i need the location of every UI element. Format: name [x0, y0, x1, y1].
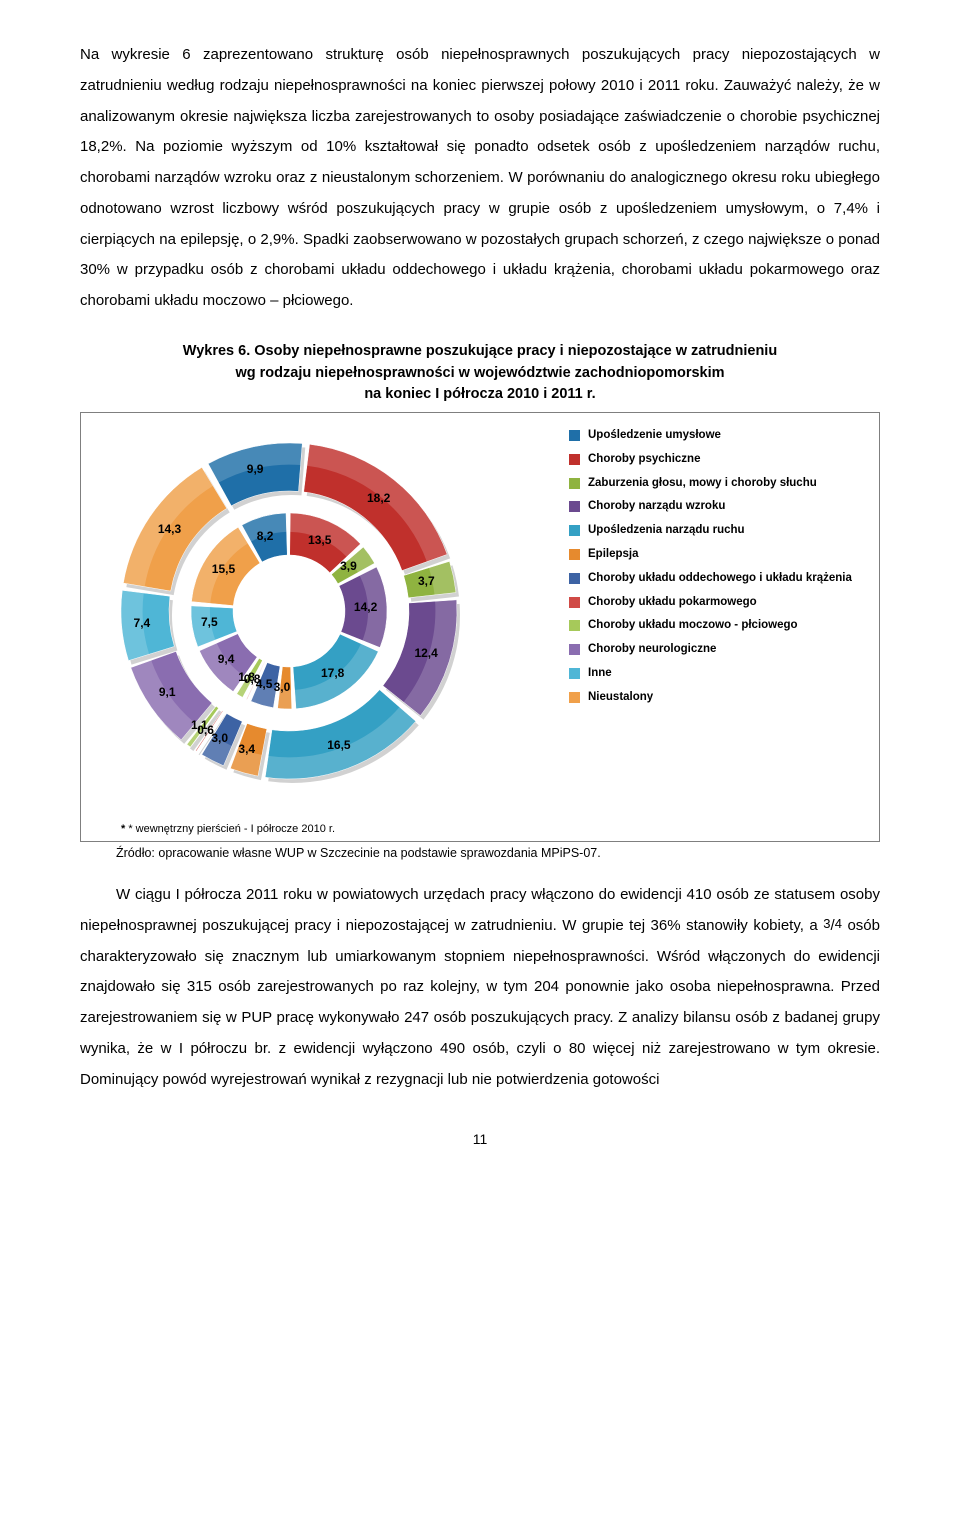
legend-label: Epilepsja: [588, 548, 639, 562]
chart-title-line2: wg rodzaju niepełnosprawności w wojewódz…: [235, 365, 724, 381]
legend-label: Nieustalony: [588, 691, 653, 705]
legend-swatch: [569, 692, 580, 703]
legend-swatch: [569, 501, 580, 512]
legend-item: Upośledzenie umysłowe: [569, 429, 859, 443]
chart-value-label: 1,1: [191, 718, 208, 732]
chart-value-label: 8,2: [257, 529, 274, 543]
legend-label: Zaburzenia głosu, mowy i choroby słuchu: [588, 477, 817, 491]
legend-item: Choroby układu oddechowego i układu krąż…: [569, 572, 859, 586]
legend-swatch: [569, 597, 580, 608]
chart-value-label: 14,2: [354, 600, 377, 614]
paragraph-2a: W ciągu I półrocza 2011 roku w powiatowy…: [80, 886, 880, 934]
legend-label: Choroby psychiczne: [588, 453, 700, 467]
chart-container: 8,213,53,914,217,83,04,50,81,89,47,515,5…: [80, 412, 880, 842]
chart-value-label: 3,9: [340, 559, 357, 573]
legend-label: Choroby narządu wzroku: [588, 500, 725, 514]
legend-label: Choroby układu oddechowego i układu krąż…: [588, 572, 852, 586]
legend-label: Upośledzenie umysłowe: [588, 429, 721, 443]
chart-value-label: 9,1: [159, 685, 176, 699]
chart-value-label: 15,5: [212, 562, 235, 576]
chart-value-label: 7,5: [201, 615, 218, 629]
legend-item: Choroby neurologiczne: [569, 643, 859, 657]
paragraph-1: Na wykresie 6 zaprezentowano strukturę o…: [80, 40, 880, 317]
legend-label: Upośledzenia narządu ruchu: [588, 524, 745, 538]
legend-item: Choroby psychiczne: [569, 453, 859, 467]
chart-value-label: 3,7: [418, 574, 435, 588]
paragraph-2b: osób charakteryzowało się znacznym lub u…: [80, 917, 880, 1088]
chart-value-label: 3,0: [274, 680, 291, 694]
chart-title-line3: na koniec I półrocza 2010 i 2011 r.: [364, 386, 595, 402]
chart-legend: Upośledzenie umysłowe Choroby psychiczne Z…: [569, 429, 859, 715]
paragraph-2: W ciągu I półrocza 2011 roku w powiatowy…: [80, 880, 880, 1095]
fraction-num: 3: [823, 916, 830, 931]
legend-swatch: [569, 573, 580, 584]
legend-item: Choroby narządu wzroku: [569, 500, 859, 514]
donut-chart: 8,213,53,914,217,83,04,50,81,89,47,515,5…: [109, 431, 469, 791]
legend-label: Inne: [588, 667, 612, 681]
legend-item: Zaburzenia głosu, mowy i choroby słuchu: [569, 477, 859, 491]
legend-item: Nieustalony: [569, 691, 859, 705]
legend-swatch: [569, 668, 580, 679]
legend-label: Choroby neurologiczne: [588, 643, 716, 657]
chart-footnote: * * wewnętrzny pierścień - I półrocze 20…: [121, 823, 335, 835]
chart-value-label: 9,9: [247, 462, 264, 476]
chart-title: Wykres 6. Osoby niepełnosprawne poszukuj…: [80, 341, 880, 406]
chart-value-label: 1,8: [238, 670, 255, 684]
chart-value-label: 13,5: [308, 533, 331, 547]
legend-swatch: [569, 549, 580, 560]
chart-value-label: 18,2: [367, 491, 390, 505]
legend-item: Choroby układu pokarmowego: [569, 596, 859, 610]
chart-value-label: 3,4: [238, 742, 255, 756]
legend-swatch: [569, 644, 580, 655]
chart-title-line1: Wykres 6. Osoby niepełnosprawne poszukuj…: [183, 343, 777, 359]
legend-swatch: [569, 478, 580, 489]
legend-item: Upośledzenia narządu ruchu: [569, 524, 859, 538]
legend-swatch: [569, 454, 580, 465]
legend-item: Inne: [569, 667, 859, 681]
chart-value-label: 12,4: [414, 646, 437, 660]
chart-value-label: 9,4: [218, 652, 235, 666]
legend-swatch: [569, 430, 580, 441]
chart-value-label: 16,5: [327, 738, 350, 752]
legend-swatch: [569, 620, 580, 631]
chart-value-label: 14,3: [158, 522, 181, 536]
legend-label: Choroby układu pokarmowego: [588, 596, 757, 610]
chart-value-label: 17,8: [321, 666, 344, 680]
legend-label: Choroby układu moczowo - płciowego: [588, 619, 798, 633]
page-number: 11: [80, 1131, 880, 1147]
legend-item: Choroby układu moczowo - płciowego: [569, 619, 859, 633]
chart-source: Źródło: opracowanie własne WUP w Szczeci…: [80, 846, 880, 860]
chart-value-label: 7,4: [134, 616, 151, 630]
fraction-den: 4: [835, 916, 842, 931]
legend-swatch: [569, 525, 580, 536]
legend-item: Epilepsja: [569, 548, 859, 562]
